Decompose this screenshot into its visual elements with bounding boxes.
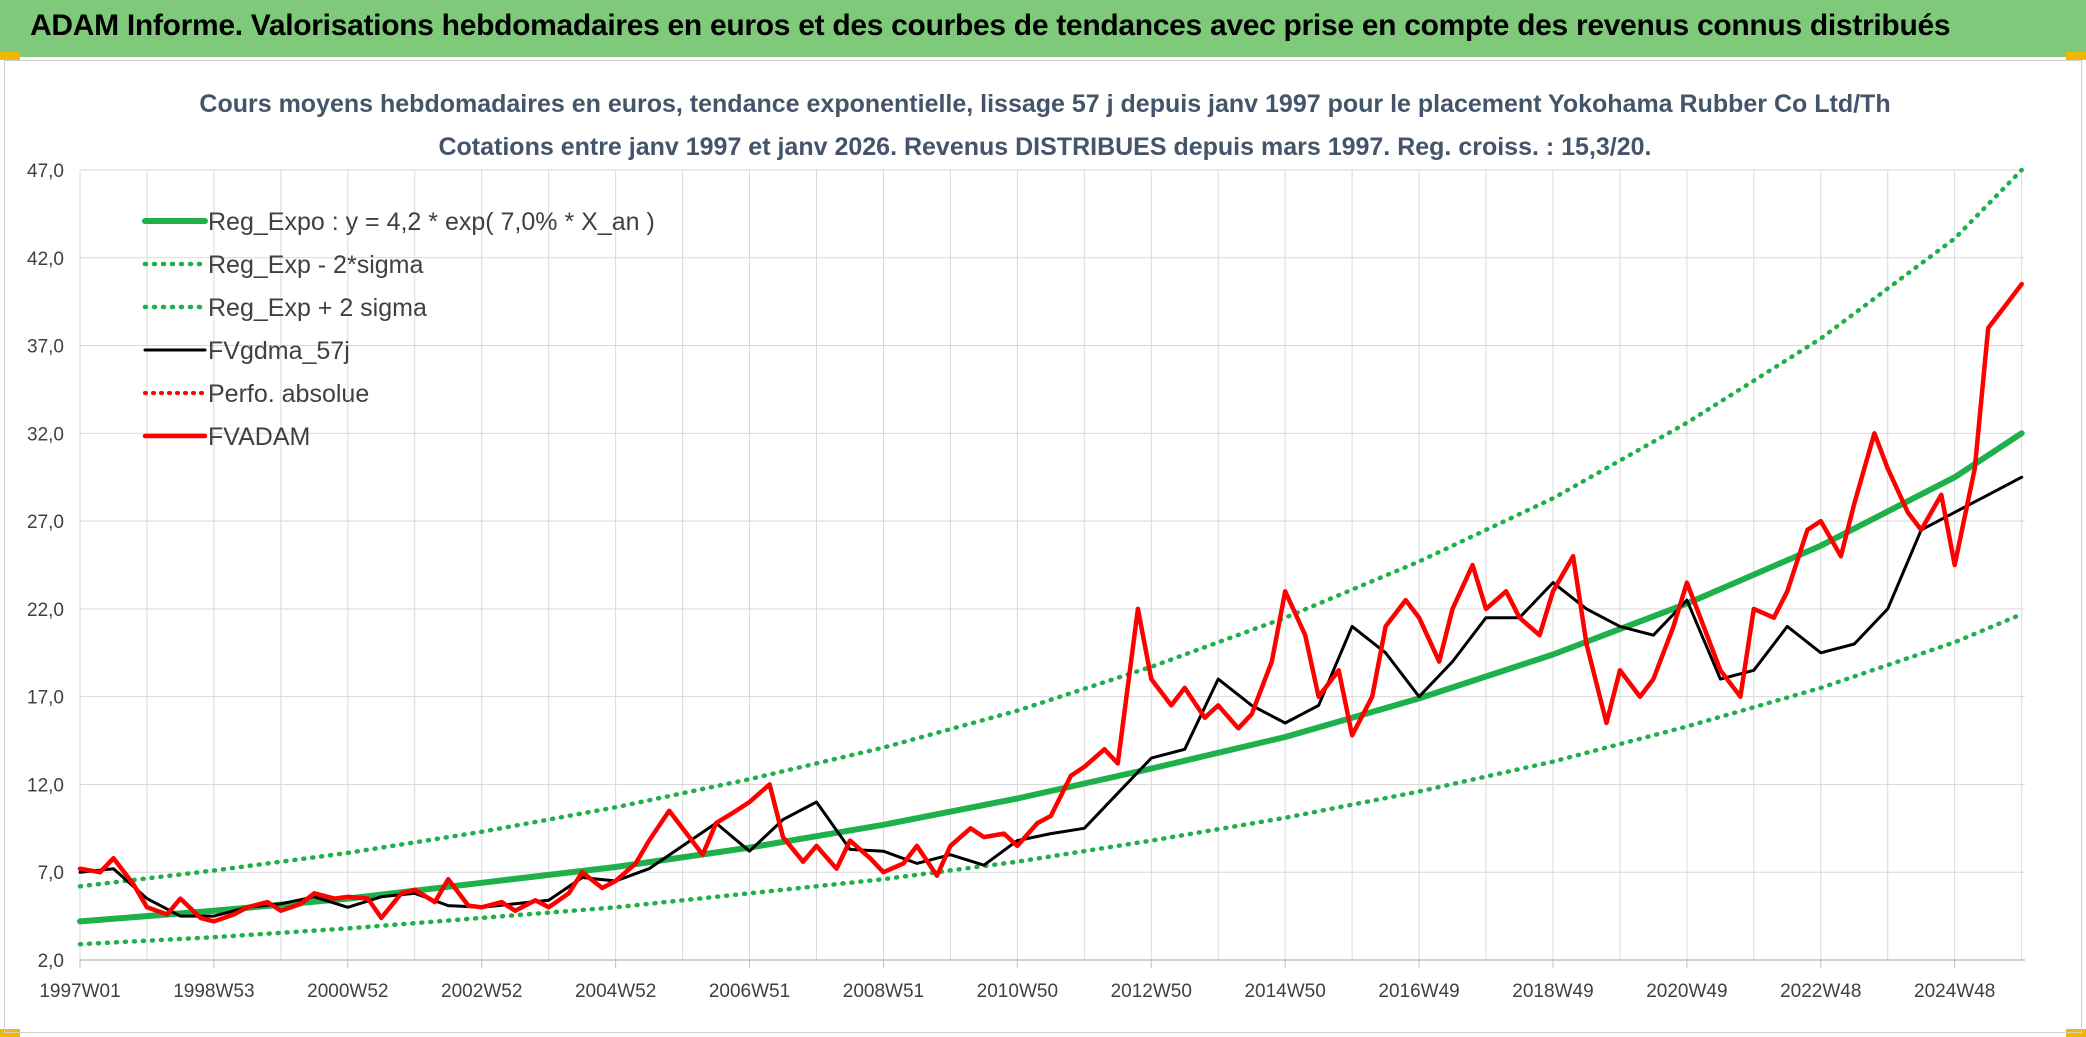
y-tick-label: 7,0 [38, 863, 64, 884]
legend-label: FVADAM [208, 423, 310, 451]
legend-label: Perfo. absolue [208, 380, 369, 408]
legend-label: Reg_Expo : y = 4,2 * exp( 7,0% * X_an ) [208, 208, 655, 236]
series-line-2 [77, 167, 2024, 889]
corner-accent [2066, 52, 2086, 60]
x-tick-label: 2012W50 [1111, 981, 1192, 1002]
y-tick-label: 32,0 [27, 424, 64, 445]
series-line-1 [77, 611, 2024, 947]
x-tick-label: 2014W50 [1244, 981, 1325, 1002]
header-banner: ADAM Informe. Valorisations hebdomadaire… [0, 0, 2086, 57]
page-title: ADAM Informe. Valorisations hebdomadaire… [30, 9, 1951, 42]
x-tick-label: 2000W52 [307, 981, 388, 1002]
x-tick-label: 2020W49 [1646, 981, 1727, 1002]
y-tick-label: 22,0 [27, 600, 64, 621]
grid [79, 169, 2025, 961]
y-tick-label: 2,0 [38, 951, 64, 972]
x-tick-label: 2004W52 [575, 981, 656, 1002]
x-tick-label: 1998W53 [173, 981, 254, 1002]
x-axis: 1997W01 1998W53 2000W52 2002W52 2004W52 2006W… [39, 959, 2025, 1002]
series-line-5 [77, 281, 2024, 924]
y-tick-label: 47,0 [27, 161, 64, 182]
chart-subtitle: Cotations entre janv 1997 et janv 2026. … [438, 133, 1651, 161]
x-tick-label: 1997W01 [39, 981, 120, 1002]
x-tick-label: 2010W50 [977, 981, 1058, 1002]
legend-label: Reg_Exp - 2*sigma [208, 251, 423, 279]
legend-label: FVgdma_57j [208, 337, 350, 365]
corner-accent [0, 52, 20, 60]
corner-accent [2066, 1029, 2086, 1037]
x-tick-label: 2002W52 [441, 981, 522, 1002]
x-tick-label: 2024W48 [1914, 981, 1995, 1002]
series-layer [77, 167, 2025, 947]
chart-frame [4, 60, 2082, 1033]
x-tick-label: 2018W49 [1512, 981, 1593, 1002]
y-axis: 2,0 7,0 12,0 17,0 22,0 27,0 32,0 37,0 42,0 47,0 [27, 161, 64, 972]
y-tick-label: 37,0 [27, 337, 64, 358]
legend-label: Reg_Exp + 2 sigma [208, 294, 427, 322]
x-tick-label: 2022W48 [1780, 981, 1861, 1002]
legend: Reg_Expo : y = 4,2 * exp( 7,0% * X_an ) R… [142, 208, 655, 451]
y-tick-label: 27,0 [27, 512, 64, 533]
x-tick-label: 2008W51 [843, 981, 924, 1002]
corner-accent [0, 1029, 20, 1037]
x-tick-label: 2006W51 [709, 981, 790, 1002]
y-tick-label: 12,0 [27, 775, 64, 796]
y-tick-label: 42,0 [27, 249, 64, 270]
chart-title: Cours moyens hebdomadaires en euros, ten… [199, 90, 1890, 118]
y-tick-label: 17,0 [27, 688, 64, 709]
x-tick-label: 2016W49 [1378, 981, 1459, 1002]
